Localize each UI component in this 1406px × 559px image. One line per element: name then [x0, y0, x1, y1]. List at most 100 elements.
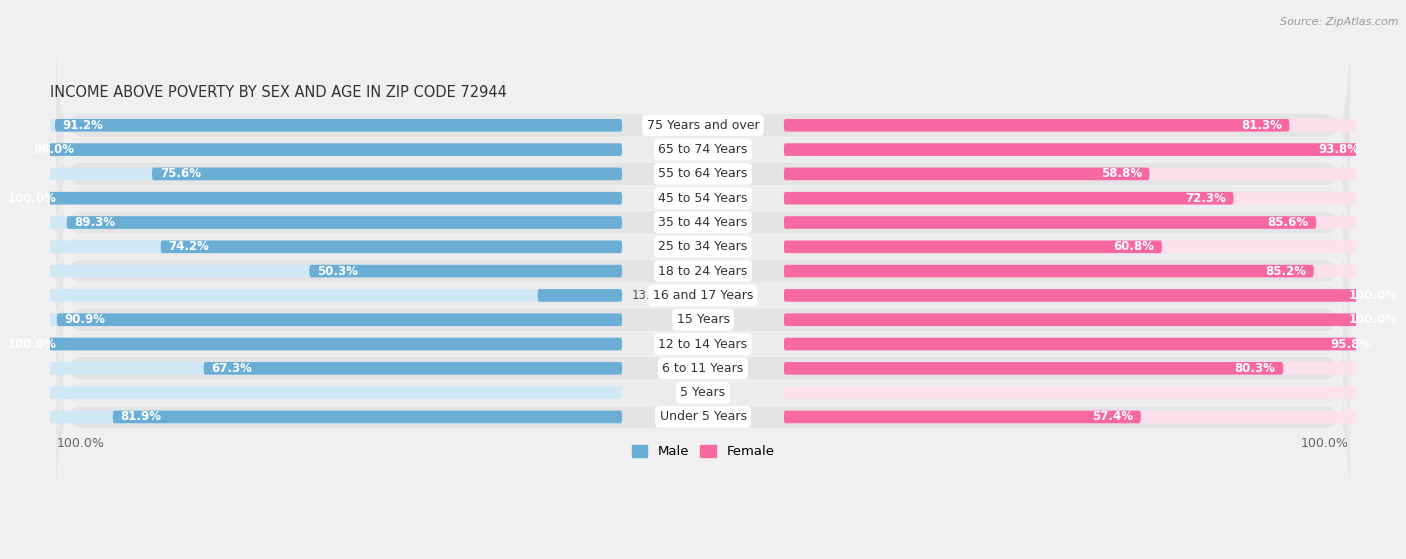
FancyBboxPatch shape — [785, 314, 1406, 326]
FancyBboxPatch shape — [56, 282, 1350, 454]
FancyBboxPatch shape — [785, 338, 1379, 350]
FancyBboxPatch shape — [56, 331, 1350, 503]
FancyBboxPatch shape — [537, 289, 621, 302]
FancyBboxPatch shape — [56, 314, 621, 326]
Text: 100.0%: 100.0% — [8, 338, 56, 350]
FancyBboxPatch shape — [785, 289, 1406, 302]
FancyBboxPatch shape — [0, 143, 621, 156]
FancyBboxPatch shape — [0, 338, 621, 350]
FancyBboxPatch shape — [785, 362, 1284, 375]
FancyBboxPatch shape — [55, 119, 621, 131]
Text: 95.8%: 95.8% — [1330, 338, 1372, 350]
Text: 45 to 54 Years: 45 to 54 Years — [658, 192, 748, 205]
Text: 72.3%: 72.3% — [1185, 192, 1226, 205]
Text: 75.6%: 75.6% — [160, 167, 201, 181]
FancyBboxPatch shape — [56, 88, 1350, 260]
FancyBboxPatch shape — [0, 362, 621, 375]
Text: 90.9%: 90.9% — [65, 313, 105, 326]
Text: 18 to 24 Years: 18 to 24 Years — [658, 264, 748, 278]
FancyBboxPatch shape — [0, 338, 621, 350]
FancyBboxPatch shape — [785, 143, 1406, 156]
FancyBboxPatch shape — [785, 143, 1367, 156]
FancyBboxPatch shape — [112, 411, 621, 423]
Text: 75 Years and over: 75 Years and over — [647, 119, 759, 132]
FancyBboxPatch shape — [785, 265, 1406, 277]
FancyBboxPatch shape — [0, 240, 621, 253]
Text: 60.8%: 60.8% — [1114, 240, 1154, 253]
FancyBboxPatch shape — [785, 411, 1406, 423]
FancyBboxPatch shape — [785, 338, 1406, 350]
Text: 15 Years: 15 Years — [676, 313, 730, 326]
FancyBboxPatch shape — [56, 64, 1350, 235]
FancyBboxPatch shape — [785, 289, 1406, 302]
FancyBboxPatch shape — [0, 386, 621, 399]
Text: 85.2%: 85.2% — [1265, 264, 1306, 278]
FancyBboxPatch shape — [56, 258, 1350, 430]
Text: 65 to 74 Years: 65 to 74 Years — [658, 143, 748, 156]
FancyBboxPatch shape — [785, 411, 1140, 423]
Text: 93.8%: 93.8% — [1319, 143, 1360, 156]
FancyBboxPatch shape — [785, 119, 1406, 131]
FancyBboxPatch shape — [785, 265, 1313, 277]
Text: 91.2%: 91.2% — [63, 119, 104, 132]
FancyBboxPatch shape — [785, 362, 1406, 375]
FancyBboxPatch shape — [56, 234, 1350, 406]
Text: 67.3%: 67.3% — [211, 362, 252, 375]
FancyBboxPatch shape — [785, 168, 1150, 180]
Legend: Male, Female: Male, Female — [626, 439, 780, 463]
FancyBboxPatch shape — [56, 136, 1350, 309]
FancyBboxPatch shape — [152, 168, 621, 180]
FancyBboxPatch shape — [0, 192, 621, 205]
FancyBboxPatch shape — [160, 240, 621, 253]
Text: 80.3%: 80.3% — [1234, 362, 1275, 375]
Text: 12 to 14 Years: 12 to 14 Years — [658, 338, 748, 350]
FancyBboxPatch shape — [0, 192, 621, 205]
Text: 16 and 17 Years: 16 and 17 Years — [652, 289, 754, 302]
Text: 81.9%: 81.9% — [121, 410, 162, 423]
Text: 100.0%: 100.0% — [1350, 313, 1398, 326]
FancyBboxPatch shape — [25, 143, 621, 156]
FancyBboxPatch shape — [309, 265, 621, 277]
FancyBboxPatch shape — [0, 119, 621, 131]
Text: 25 to 34 Years: 25 to 34 Years — [658, 240, 748, 253]
FancyBboxPatch shape — [56, 210, 1350, 381]
Text: 50.3%: 50.3% — [318, 264, 359, 278]
Text: Under 5 Years: Under 5 Years — [659, 410, 747, 423]
FancyBboxPatch shape — [785, 314, 1406, 326]
Text: 6 to 11 Years: 6 to 11 Years — [662, 362, 744, 375]
FancyBboxPatch shape — [0, 265, 621, 277]
Text: 74.2%: 74.2% — [169, 240, 209, 253]
FancyBboxPatch shape — [204, 362, 621, 375]
FancyBboxPatch shape — [785, 168, 1406, 180]
FancyBboxPatch shape — [56, 39, 1350, 211]
Text: 100.0%: 100.0% — [1350, 289, 1398, 302]
Text: 100.0%: 100.0% — [8, 192, 56, 205]
Text: 5 Years: 5 Years — [681, 386, 725, 399]
FancyBboxPatch shape — [785, 240, 1406, 253]
FancyBboxPatch shape — [785, 240, 1161, 253]
Text: INCOME ABOVE POVERTY BY SEX AND AGE IN ZIP CODE 72944: INCOME ABOVE POVERTY BY SEX AND AGE IN Z… — [51, 85, 506, 100]
FancyBboxPatch shape — [56, 307, 1350, 479]
FancyBboxPatch shape — [0, 411, 621, 423]
FancyBboxPatch shape — [0, 216, 621, 229]
Text: 81.3%: 81.3% — [1240, 119, 1282, 132]
Text: 55 to 64 Years: 55 to 64 Years — [658, 167, 748, 181]
FancyBboxPatch shape — [785, 192, 1406, 205]
Text: 57.4%: 57.4% — [1092, 410, 1133, 423]
FancyBboxPatch shape — [56, 161, 1350, 333]
FancyBboxPatch shape — [0, 314, 621, 326]
Text: 85.6%: 85.6% — [1267, 216, 1309, 229]
FancyBboxPatch shape — [785, 192, 1233, 205]
FancyBboxPatch shape — [785, 216, 1406, 229]
FancyBboxPatch shape — [56, 112, 1350, 284]
FancyBboxPatch shape — [56, 185, 1350, 357]
FancyBboxPatch shape — [0, 289, 621, 302]
Text: 35 to 44 Years: 35 to 44 Years — [658, 216, 748, 229]
FancyBboxPatch shape — [785, 216, 1316, 229]
Text: Source: ZipAtlas.com: Source: ZipAtlas.com — [1281, 17, 1399, 27]
Text: 58.8%: 58.8% — [1101, 167, 1142, 181]
Text: 13.6%: 13.6% — [631, 289, 669, 302]
FancyBboxPatch shape — [66, 216, 621, 229]
Text: 89.3%: 89.3% — [75, 216, 115, 229]
FancyBboxPatch shape — [0, 168, 621, 180]
